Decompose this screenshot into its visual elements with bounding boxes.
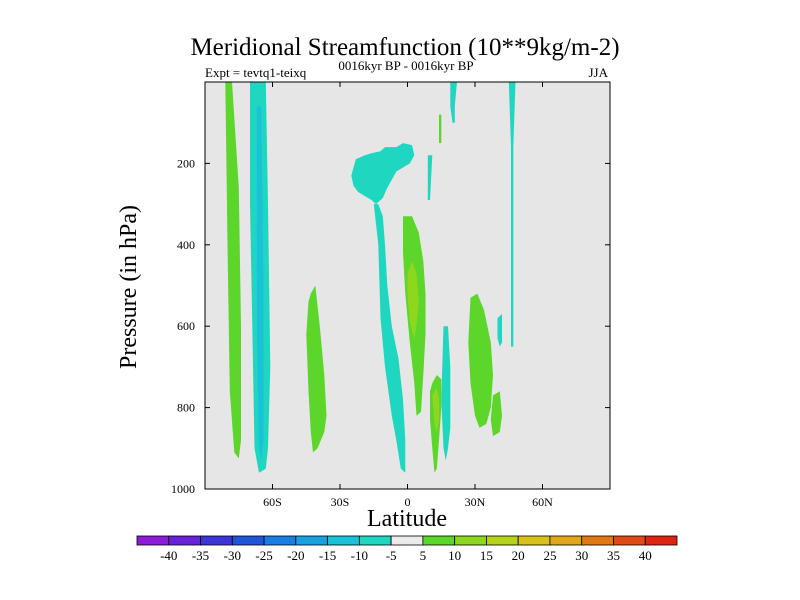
period-label: 0016kyr BP - 0016kyr BP: [338, 58, 473, 73]
x-tick-label: 30N: [465, 495, 486, 509]
colorbar-swatch: [327, 535, 360, 546]
y-tick-label: 1000: [171, 482, 195, 496]
contour-region-1: [225, 82, 241, 459]
contour-region-5: [351, 143, 415, 205]
colorbar-label: -15: [319, 548, 336, 563]
colorbar-label: 5: [420, 548, 427, 563]
colorbar: -40 -35 -30 -25 -20 -15 -10 -5 5 10 15 20 25 30 35 40: [136, 535, 678, 563]
x-tick-label: 30S: [331, 495, 350, 509]
colorbar-swatch: [263, 535, 297, 546]
colorbar-swatch: [390, 535, 424, 546]
colorbar-swatch: [200, 535, 233, 546]
contour-region-17: [508, 82, 516, 347]
colorbar-label: -35: [192, 548, 209, 563]
colorbar-label: 25: [543, 548, 556, 563]
contour-region-12: [441, 326, 451, 461]
colorbar-swatch: [168, 535, 201, 546]
colorbar-swatch: [581, 535, 614, 546]
contour-region-10: [432, 387, 439, 432]
colorbar-swatch: [644, 535, 678, 546]
colorbar-swatch: [358, 535, 392, 546]
colorbar-label: -40: [160, 548, 177, 563]
contour-region-11: [439, 114, 442, 144]
experiment-label: Expt = tevtq1-teixq: [205, 65, 307, 80]
contour-region-4: [306, 285, 327, 453]
colorbar-label: 40: [639, 548, 652, 563]
y-tick-label: 600: [177, 319, 195, 333]
contour-region-16: [490, 391, 502, 437]
x-tick-label: 60S: [263, 495, 282, 509]
y-tick-label: 400: [177, 238, 195, 252]
colorbar-swatch: [613, 535, 646, 546]
colorbar-label: -30: [224, 548, 241, 563]
x-tick-label: 60N: [532, 495, 553, 509]
colorbar-label: 30: [575, 548, 588, 563]
contour-region-13: [450, 82, 457, 123]
contour-regions: [225, 82, 516, 473]
chart-title: Meridional Streamfunction (10**9kg/m-2): [190, 34, 619, 61]
colorbar-label: 10: [448, 548, 461, 563]
colorbar-label: -25: [255, 548, 272, 563]
x-tick-label: 0: [405, 495, 411, 509]
contour-region-3: [256, 106, 264, 461]
colorbar-label: -10: [351, 548, 368, 563]
contour-region-8: [407, 261, 419, 339]
colorbar-label: -20: [287, 548, 304, 563]
colorbar-swatch: [136, 535, 170, 546]
x-axis-label: Latitude: [367, 506, 447, 532]
y-tick-label: 800: [177, 401, 195, 415]
colorbar-swatch: [549, 535, 583, 546]
contour-region-15: [468, 293, 493, 428]
colorbar-swatch: [454, 535, 487, 546]
colorbar-swatch: [231, 535, 265, 546]
colorbar-swatch: [295, 535, 328, 546]
season-label: JJA: [588, 65, 608, 80]
x-axis-ticks: 60S 30S 0 30N 60N: [263, 82, 553, 509]
colorbar-label: 35: [607, 548, 620, 563]
y-axis-label: Pressure (in hPa): [116, 205, 142, 369]
colorbar-swatch: [517, 535, 551, 546]
y-tick-label: 200: [177, 156, 195, 170]
contour-region-14: [427, 155, 433, 200]
y-axis-ticks: 200 400 600 800 1000: [171, 156, 610, 496]
contour-region-6: [373, 204, 406, 473]
colorbar-swatch: [422, 535, 456, 546]
contour-region-18: [497, 314, 502, 347]
colorbar-swatch: [486, 535, 519, 546]
colorbar-label: -5: [386, 548, 397, 563]
colorbar-label: 20: [512, 548, 525, 563]
colorbar-label: 15: [480, 548, 493, 563]
